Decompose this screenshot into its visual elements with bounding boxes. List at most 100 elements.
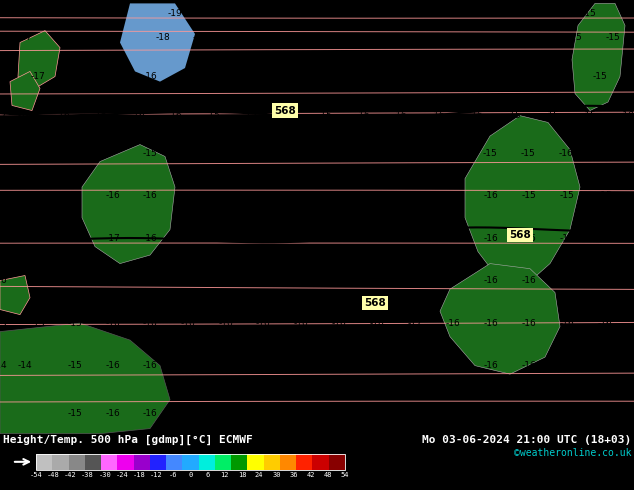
Text: -16: -16	[143, 191, 157, 200]
Bar	[85, 454, 101, 470]
Text: -16: -16	[181, 276, 195, 285]
Text: -15: -15	[30, 318, 46, 328]
Text: 42: 42	[306, 472, 315, 478]
Text: 568: 568	[509, 230, 531, 240]
Text: -18: -18	[155, 33, 171, 42]
Text: -17: -17	[30, 72, 46, 81]
Text: -16: -16	[293, 72, 307, 81]
Text: -16: -16	[181, 409, 195, 418]
Text: -16: -16	[484, 361, 498, 370]
Text: -16: -16	[598, 276, 612, 285]
Text: -15: -15	[581, 111, 597, 120]
Text: -16: -16	[219, 409, 233, 418]
Bar	[52, 454, 68, 470]
Text: 18: 18	[238, 472, 246, 478]
Text: -16: -16	[522, 318, 536, 328]
Text: -15: -15	[555, 72, 571, 81]
Text: -17: -17	[522, 409, 536, 418]
Text: -16: -16	[406, 148, 422, 158]
Text: 6: 6	[205, 472, 210, 478]
Text: -17: -17	[231, 33, 245, 42]
Text: -16: -16	[484, 191, 498, 200]
Text: -16: -16	[106, 276, 120, 285]
Text: -16: -16	[143, 409, 157, 418]
Text: -16: -16	[106, 361, 120, 370]
Text: -16: -16	[619, 111, 634, 120]
Polygon shape	[572, 3, 625, 111]
Text: -16: -16	[256, 72, 270, 81]
Bar	[198, 454, 215, 470]
Polygon shape	[10, 72, 40, 111]
Text: -15: -15	[318, 111, 332, 120]
Text: -16: -16	[330, 72, 346, 81]
Text: -16: -16	[598, 361, 612, 370]
Text: -16: -16	[560, 361, 574, 370]
Text: -16: -16	[446, 234, 460, 243]
Text: -16: -16	[408, 361, 422, 370]
Text: -17: -17	[0, 33, 8, 42]
Text: -16: -16	[106, 191, 120, 200]
Text: -15: -15	[143, 148, 157, 158]
Text: -17: -17	[306, 33, 320, 42]
Text: -15: -15	[521, 148, 535, 158]
Text: -15: -15	[406, 72, 420, 81]
Text: -15: -15	[545, 111, 559, 120]
Text: -16: -16	[294, 318, 308, 328]
Text: -15: -15	[243, 111, 257, 120]
Text: -16: -16	[256, 276, 270, 285]
Text: -16: -16	[408, 276, 422, 285]
Text: -15: -15	[605, 33, 621, 42]
Text: -16: -16	[219, 276, 233, 285]
Text: -16: -16	[294, 409, 308, 418]
Text: -16: -16	[181, 318, 195, 328]
Text: -16: -16	[522, 276, 536, 285]
Text: -15: -15	[217, 148, 233, 158]
Text: -15: -15	[294, 191, 308, 200]
Text: -17: -17	[598, 409, 612, 418]
Text: Mo 03-06-2024 21:00 UTC (18+03): Mo 03-06-2024 21:00 UTC (18+03)	[422, 435, 631, 444]
Text: -16: -16	[256, 148, 270, 158]
Text: -15: -15	[68, 361, 82, 370]
Text: -24: -24	[115, 472, 128, 478]
Text: -16: -16	[370, 276, 384, 285]
Text: 36: 36	[289, 472, 298, 478]
Text: -16: -16	[484, 276, 498, 285]
Text: -17: -17	[430, 9, 445, 18]
Text: -15: -15	[560, 191, 574, 200]
Bar	[296, 454, 313, 470]
Text: 54: 54	[340, 472, 349, 478]
Text: -17: -17	[0, 111, 8, 120]
Text: -17: -17	[68, 191, 82, 200]
Bar	[313, 454, 329, 470]
Text: -16: -16	[0, 276, 8, 285]
Text: -16: -16	[332, 361, 346, 370]
Text: -15: -15	[68, 409, 82, 418]
Text: -15: -15	[205, 111, 221, 120]
Text: -16: -16	[181, 234, 195, 243]
Text: -16: -16	[294, 276, 308, 285]
Text: -16: -16	[370, 361, 384, 370]
Text: -15: -15	[531, 33, 545, 42]
Text: -15: -15	[598, 191, 612, 200]
Text: -15: -15	[408, 234, 422, 243]
Bar	[134, 454, 150, 470]
Text: -17: -17	[318, 9, 332, 18]
Text: -16: -16	[430, 111, 445, 120]
Text: -16: -16	[370, 409, 384, 418]
Text: -16: -16	[143, 234, 157, 243]
Text: -16: -16	[93, 111, 107, 120]
Text: -17: -17	[392, 9, 408, 18]
Text: -16: -16	[219, 191, 233, 200]
Text: -15: -15	[181, 148, 195, 158]
Text: -14: -14	[18, 361, 32, 370]
Text: -18: -18	[205, 9, 221, 18]
Text: -16: -16	[522, 361, 536, 370]
Text: -16: -16	[167, 111, 183, 120]
Text: -16: -16	[626, 148, 634, 158]
Text: -16: -16	[408, 409, 422, 418]
Text: -16: -16	[507, 9, 521, 18]
Text: -15: -15	[626, 9, 634, 18]
Bar	[166, 454, 183, 470]
Text: -14: -14	[0, 361, 8, 370]
Text: 0: 0	[188, 472, 193, 478]
